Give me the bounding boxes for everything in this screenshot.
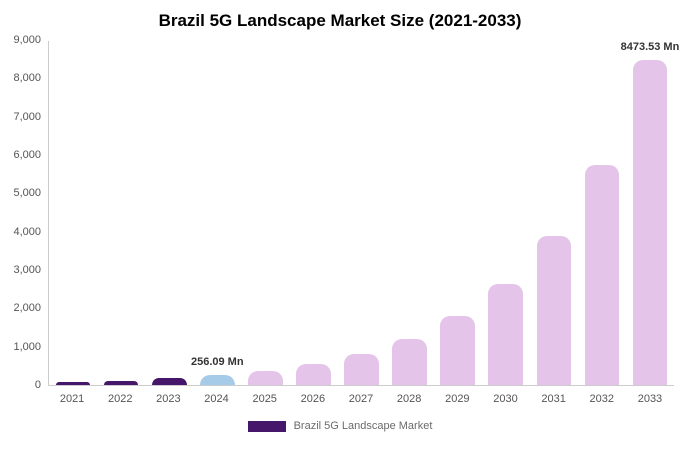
bar-2024 [199, 375, 235, 385]
bar-2021 [55, 381, 91, 385]
bar-slot-2031 [530, 41, 578, 385]
bar-2029 [440, 316, 475, 385]
bar-slot-2026 [289, 41, 337, 385]
bar-slot-2022 [97, 41, 145, 385]
bar-slot-2024: 256.09 Mn [190, 41, 244, 385]
x-tick-2029: 2029 [445, 393, 470, 405]
x-tick-2027: 2027 [348, 393, 374, 405]
bar-slot-2028 [386, 41, 434, 385]
y-tick-3000: 3,000 [13, 264, 41, 276]
bar-2026 [296, 363, 331, 385]
legend: Brazil 5G Landscape Market [0, 420, 680, 432]
x-tick-2022: 2022 [107, 393, 133, 405]
bar-slot-2032 [578, 41, 626, 385]
bar-2028 [392, 338, 427, 385]
bar-2023 [151, 378, 187, 385]
bar-slot-2023 [145, 41, 193, 385]
x-tick-2031: 2031 [541, 393, 566, 405]
bar-slot-2030 [482, 41, 530, 385]
x-tick-2021: 2021 [59, 393, 85, 405]
bar-2032 [584, 165, 620, 385]
chart-title: Brazil 5G Landscape Market Size (2021-20… [158, 11, 522, 30]
bar-2027 [344, 353, 379, 385]
y-tick-1000: 1,000 [13, 340, 41, 353]
x-tick-2032: 2032 [589, 393, 615, 405]
legend-label: Brazil 5G Landscape Market [293, 420, 433, 432]
bar-2025 [248, 370, 283, 385]
bar-value-label-2033: 8473.53 Mn [620, 41, 680, 54]
y-tick-6000: 6,000 [13, 149, 41, 161]
x-tick-2026: 2026 [300, 393, 326, 405]
x-tick-2033: 2033 [637, 393, 663, 405]
bar-slot-2027 [337, 41, 385, 385]
bar-2030 [488, 283, 524, 385]
y-tick-8000: 8,000 [13, 72, 41, 85]
y-tick-7000: 7,000 [13, 110, 41, 123]
x-tick-2025: 2025 [252, 393, 277, 405]
y-tick-9000: 9,000 [13, 34, 41, 46]
plot-area: 256.09 Mn 8473.53 Mn 0 1,000 2,000 3,000 4,00… [13, 34, 679, 391]
bar-2031 [536, 235, 572, 385]
x-tick-2023: 2023 [156, 393, 181, 405]
y-tick-0: 0 [34, 379, 41, 391]
x-tick-2030: 2030 [493, 393, 518, 405]
y-tick-4000: 4,000 [13, 225, 41, 238]
y-tick-5000: 5,000 [13, 187, 41, 200]
x-axis: 2021 2022 2023 2024 2025 2026 2027 2028 2029 2030… [48, 386, 674, 405]
legend-swatch-icon [247, 420, 286, 432]
bar-slot-2025 [241, 41, 289, 385]
bar-2033 [632, 60, 668, 385]
bar-slot-2021 [49, 41, 97, 385]
x-tick-2024: 2024 [204, 393, 229, 405]
bar-slot-2033: 8473.53 Mn [621, 41, 679, 385]
bars-row: 256.09 Mn 8473.53 Mn [49, 41, 679, 385]
bar-slot-2029 [434, 41, 482, 385]
y-tick-2000: 2,000 [13, 302, 41, 315]
bar-value-label-2024: 256.09 Mn [190, 356, 244, 369]
x-tick-2028: 2028 [396, 393, 422, 405]
chart-container: Brazil 5G Landscape Market Size (2021-20… [0, 11, 680, 432]
bar-2022 [103, 380, 139, 385]
